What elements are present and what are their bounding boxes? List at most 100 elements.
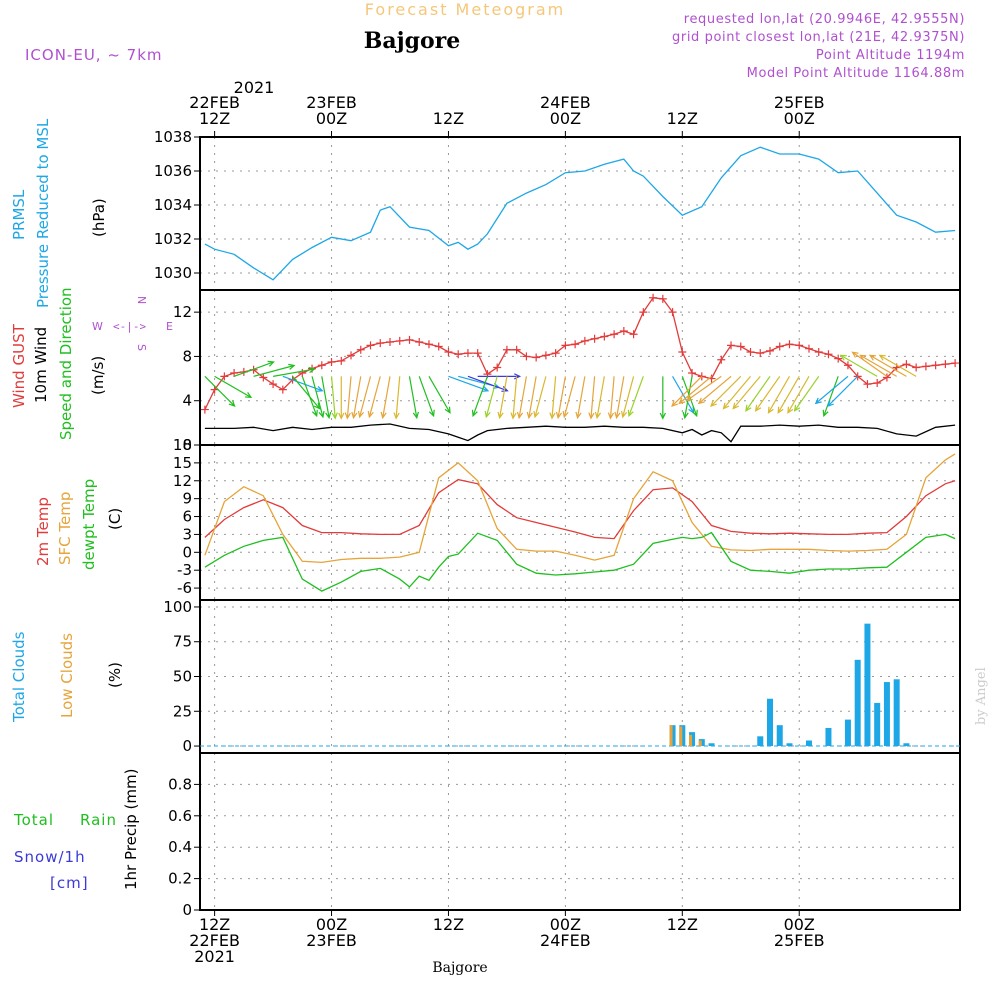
precip-panel-labels: Total Rain Snow/1h [cm] 1hr Precip (mm) xyxy=(13,769,140,892)
bottom-tick-label: 25FEB xyxy=(774,931,825,950)
y-tick-label: 4 xyxy=(182,392,192,410)
gust-marker xyxy=(561,341,570,350)
gust-marker xyxy=(493,363,502,372)
gust-marker xyxy=(688,369,697,378)
wind-arrow xyxy=(533,376,547,419)
wind-arrow-head xyxy=(767,406,774,414)
wind-arrow-head xyxy=(516,411,524,420)
wind-arrow-shaft xyxy=(485,376,498,418)
gust-marker xyxy=(356,345,365,354)
y-tick-label: 9 xyxy=(182,490,192,508)
gust-marker xyxy=(658,294,667,303)
wind-arrow-head xyxy=(308,366,316,374)
gust-marker xyxy=(678,348,687,356)
low-cloud-bar xyxy=(689,734,693,747)
wind-arrow-shaft xyxy=(368,376,381,418)
gust-marker xyxy=(590,334,599,343)
wind-arrow xyxy=(754,376,781,412)
gust-marker xyxy=(619,326,628,335)
wind-arrow-shaft xyxy=(745,376,771,412)
wind-arrow xyxy=(321,376,332,420)
wind-arrow xyxy=(351,376,362,420)
gust-marker xyxy=(347,351,356,360)
y-tick-label: 12 xyxy=(173,472,192,490)
gust-marker xyxy=(668,308,677,317)
wind-arrow-head xyxy=(244,392,253,399)
wind-arrow-head xyxy=(621,410,628,419)
gust-marker xyxy=(804,344,813,353)
gust-marker xyxy=(727,341,736,350)
wind-arrow xyxy=(787,376,810,414)
wind-arrow xyxy=(233,360,275,377)
total-cloud-bar xyxy=(844,719,851,747)
wind-arrow-head xyxy=(318,410,325,419)
wind-arrow-head xyxy=(659,412,666,420)
gust-marker xyxy=(717,355,726,364)
top-tick-label: 22FEB xyxy=(189,93,240,112)
gust-marker xyxy=(386,338,394,347)
sfc-temp-line xyxy=(204,453,956,564)
wind-arrow-head xyxy=(822,409,829,418)
wind-arrow-shaft xyxy=(710,375,742,407)
grid-point-coords: grid point closest lon,lat (21E, 42.9375… xyxy=(672,30,965,45)
gust-marker xyxy=(649,293,658,302)
top-year: 2021 xyxy=(234,78,275,97)
wind-arrow-head xyxy=(793,404,801,412)
wind-arrow-head xyxy=(745,404,752,412)
wind-arrow-head xyxy=(607,412,615,420)
y-tick-label: 3 xyxy=(182,525,192,543)
wind-arrow-head xyxy=(562,410,569,419)
wind-arrow xyxy=(710,375,742,408)
y-tick-label: 0 xyxy=(182,436,192,454)
y-tick-label: 0.4 xyxy=(168,838,192,856)
dewpt-temp-line xyxy=(204,531,956,592)
wind-arrow xyxy=(793,376,820,412)
wind-arrow-head xyxy=(722,402,730,410)
wind-arrow-shaft xyxy=(467,375,508,392)
wind-panel: 0 4 8 12 xyxy=(173,289,961,454)
top-tick-label: 25FEB xyxy=(774,93,825,112)
panel-frame xyxy=(199,136,961,291)
wind-arrow xyxy=(555,376,566,420)
wind-arrow-head xyxy=(575,411,582,420)
y-tick-label: 8 xyxy=(182,347,192,365)
wind-arrow-shaft xyxy=(852,351,888,377)
wind-arrow-head xyxy=(316,386,324,392)
footer-location: Bajgore xyxy=(432,960,487,976)
gust-marker xyxy=(785,340,794,349)
wind-arrow xyxy=(659,376,666,420)
top-tick-label: 24FEB xyxy=(540,93,591,112)
gust-marker xyxy=(434,342,443,351)
wind-arrow-head xyxy=(428,409,435,418)
y-tick-label: 1036 xyxy=(154,162,192,180)
wind-arrow-head xyxy=(510,412,517,420)
wind-arrow-head xyxy=(691,409,698,418)
y-tick-label: 1032 xyxy=(154,230,192,248)
bottom-tick-label: 2021 xyxy=(194,947,235,966)
prmsl-desc-label: Pressure Reduced to MSL xyxy=(34,118,52,308)
total-cloud-bar xyxy=(776,725,783,747)
clouds-unit-label: (%) xyxy=(106,662,124,688)
precip-panel: 0 0.2 0.4 0.6 0.8 xyxy=(168,752,961,919)
t2m-label: 2m Temp xyxy=(34,497,52,566)
wind-arrow xyxy=(497,376,508,420)
wind-arrow-head xyxy=(868,354,877,361)
wind-arrow xyxy=(214,375,253,399)
top-tick-label: 12Z xyxy=(667,109,698,128)
y-tick-label: 100 xyxy=(163,598,192,616)
top-tick-label: 00Z xyxy=(784,109,815,128)
pressure-panel: 1030 1032 1034 1036 1038 xyxy=(154,128,961,291)
compass-north: N xyxy=(135,296,148,304)
wind-arrow xyxy=(292,375,321,410)
wind-arrow xyxy=(418,376,435,418)
total-cloud-bar xyxy=(786,743,793,747)
top-tick-label: 12Z xyxy=(433,109,464,128)
wind-arrow-shaft xyxy=(823,376,839,417)
y-tick-label: -6 xyxy=(177,579,192,597)
compass-west: W xyxy=(92,320,103,333)
wind-dir-label: Speed and Direction xyxy=(57,287,75,440)
gust-marker xyxy=(912,363,921,372)
wind-arrow-shaft xyxy=(723,375,751,409)
wind-arrow xyxy=(777,376,800,414)
